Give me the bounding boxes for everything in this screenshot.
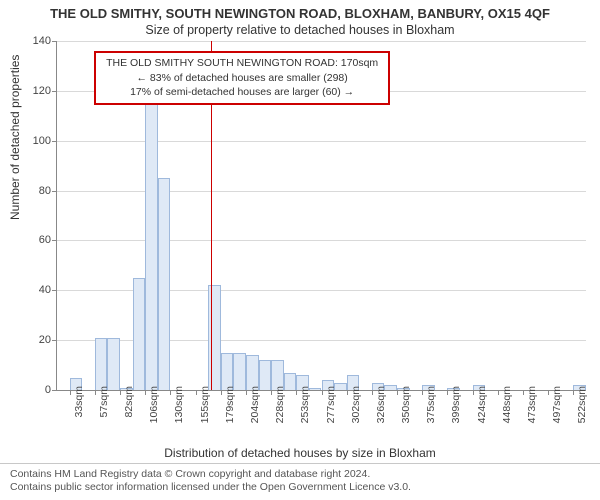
y-tick-mark — [52, 290, 57, 291]
y-tick-label: 0 — [23, 384, 51, 396]
x-tick-mark — [523, 390, 524, 395]
x-tick-mark — [70, 390, 71, 395]
grid-line — [57, 240, 586, 241]
y-tick-label: 80 — [23, 185, 51, 197]
histogram-bar — [95, 338, 108, 390]
y-tick-mark — [52, 340, 57, 341]
x-tick-label: 497sqm — [551, 386, 563, 423]
x-tick-label: 155sqm — [199, 386, 211, 423]
x-tick-mark — [498, 390, 499, 395]
x-tick-label: 326sqm — [375, 386, 387, 423]
y-tick-label: 120 — [23, 85, 51, 97]
y-tick-mark — [52, 141, 57, 142]
y-tick-mark — [52, 390, 57, 391]
histogram-bar — [208, 285, 221, 390]
y-tick-mark — [52, 41, 57, 42]
x-tick-label: 33sqm — [73, 386, 85, 418]
x-tick-label: 424sqm — [476, 386, 488, 423]
x-tick-label: 57sqm — [98, 386, 110, 418]
x-tick-mark — [145, 390, 146, 395]
callout-line: ← 83% of detached houses are smaller (29… — [102, 71, 382, 85]
x-tick-mark — [221, 390, 222, 395]
x-tick-mark — [372, 390, 373, 395]
attribution-footer: Contains HM Land Registry data © Crown c… — [0, 463, 600, 500]
x-tick-mark — [422, 390, 423, 395]
histogram-bar — [145, 103, 158, 390]
y-tick-label: 140 — [23, 35, 51, 47]
histogram-plot-area: 02040608010012014033sqm57sqm82sqm106sqm1… — [56, 41, 586, 391]
x-tick-label: 228sqm — [274, 386, 286, 423]
histogram-bar — [221, 353, 234, 390]
x-tick-mark — [246, 390, 247, 395]
y-tick-mark — [52, 191, 57, 192]
y-tick-label: 100 — [23, 135, 51, 147]
y-tick-label: 40 — [23, 284, 51, 296]
x-tick-mark — [170, 390, 171, 395]
x-tick-mark — [120, 390, 121, 395]
x-tick-label: 253sqm — [299, 386, 311, 423]
histogram-bar — [246, 355, 259, 390]
footer-line-1: Contains HM Land Registry data © Crown c… — [10, 468, 590, 482]
x-tick-mark — [296, 390, 297, 395]
histogram-bar — [233, 353, 246, 390]
x-axis-label: Distribution of detached houses by size … — [0, 446, 600, 460]
x-tick-mark — [95, 390, 96, 395]
x-tick-label: 106sqm — [148, 386, 160, 423]
x-tick-mark — [196, 390, 197, 395]
x-tick-label: 522sqm — [576, 386, 588, 423]
x-tick-mark — [271, 390, 272, 395]
footer-line-2: Contains public sector information licen… — [10, 481, 590, 495]
callout-box: THE OLD SMITHY SOUTH NEWINGTON ROAD: 170… — [94, 51, 390, 105]
x-tick-label: 350sqm — [400, 386, 412, 423]
grid-line — [57, 41, 586, 42]
x-tick-label: 82sqm — [123, 386, 135, 418]
grid-line — [57, 141, 586, 142]
x-tick-mark — [322, 390, 323, 395]
histogram-bar — [133, 278, 146, 390]
histogram-bar — [158, 178, 171, 390]
x-tick-mark — [473, 390, 474, 395]
x-tick-label: 448sqm — [501, 386, 513, 423]
callout-line: 17% of semi-detached houses are larger (… — [102, 85, 382, 99]
callout-line: THE OLD SMITHY SOUTH NEWINGTON ROAD: 170… — [102, 56, 382, 70]
x-tick-label: 375sqm — [425, 386, 437, 423]
x-tick-label: 399sqm — [450, 386, 462, 423]
x-tick-label: 302sqm — [350, 386, 362, 423]
grid-line — [57, 191, 586, 192]
chart-title: THE OLD SMITHY, SOUTH NEWINGTON ROAD, BL… — [0, 0, 600, 21]
x-tick-label: 179sqm — [224, 386, 236, 423]
chart-subtitle: Size of property relative to detached ho… — [0, 21, 600, 41]
histogram-bar — [107, 338, 120, 390]
y-tick-mark — [52, 91, 57, 92]
y-tick-label: 20 — [23, 334, 51, 346]
x-tick-label: 130sqm — [173, 386, 185, 423]
y-tick-mark — [52, 240, 57, 241]
x-tick-mark — [397, 390, 398, 395]
y-axis-label: Number of detached properties — [8, 55, 22, 220]
x-tick-label: 473sqm — [526, 386, 538, 423]
x-tick-label: 277sqm — [325, 386, 337, 423]
x-tick-mark — [548, 390, 549, 395]
x-tick-mark — [347, 390, 348, 395]
x-tick-mark — [447, 390, 448, 395]
x-tick-label: 204sqm — [249, 386, 261, 423]
x-tick-mark — [573, 390, 574, 395]
y-tick-label: 60 — [23, 234, 51, 246]
